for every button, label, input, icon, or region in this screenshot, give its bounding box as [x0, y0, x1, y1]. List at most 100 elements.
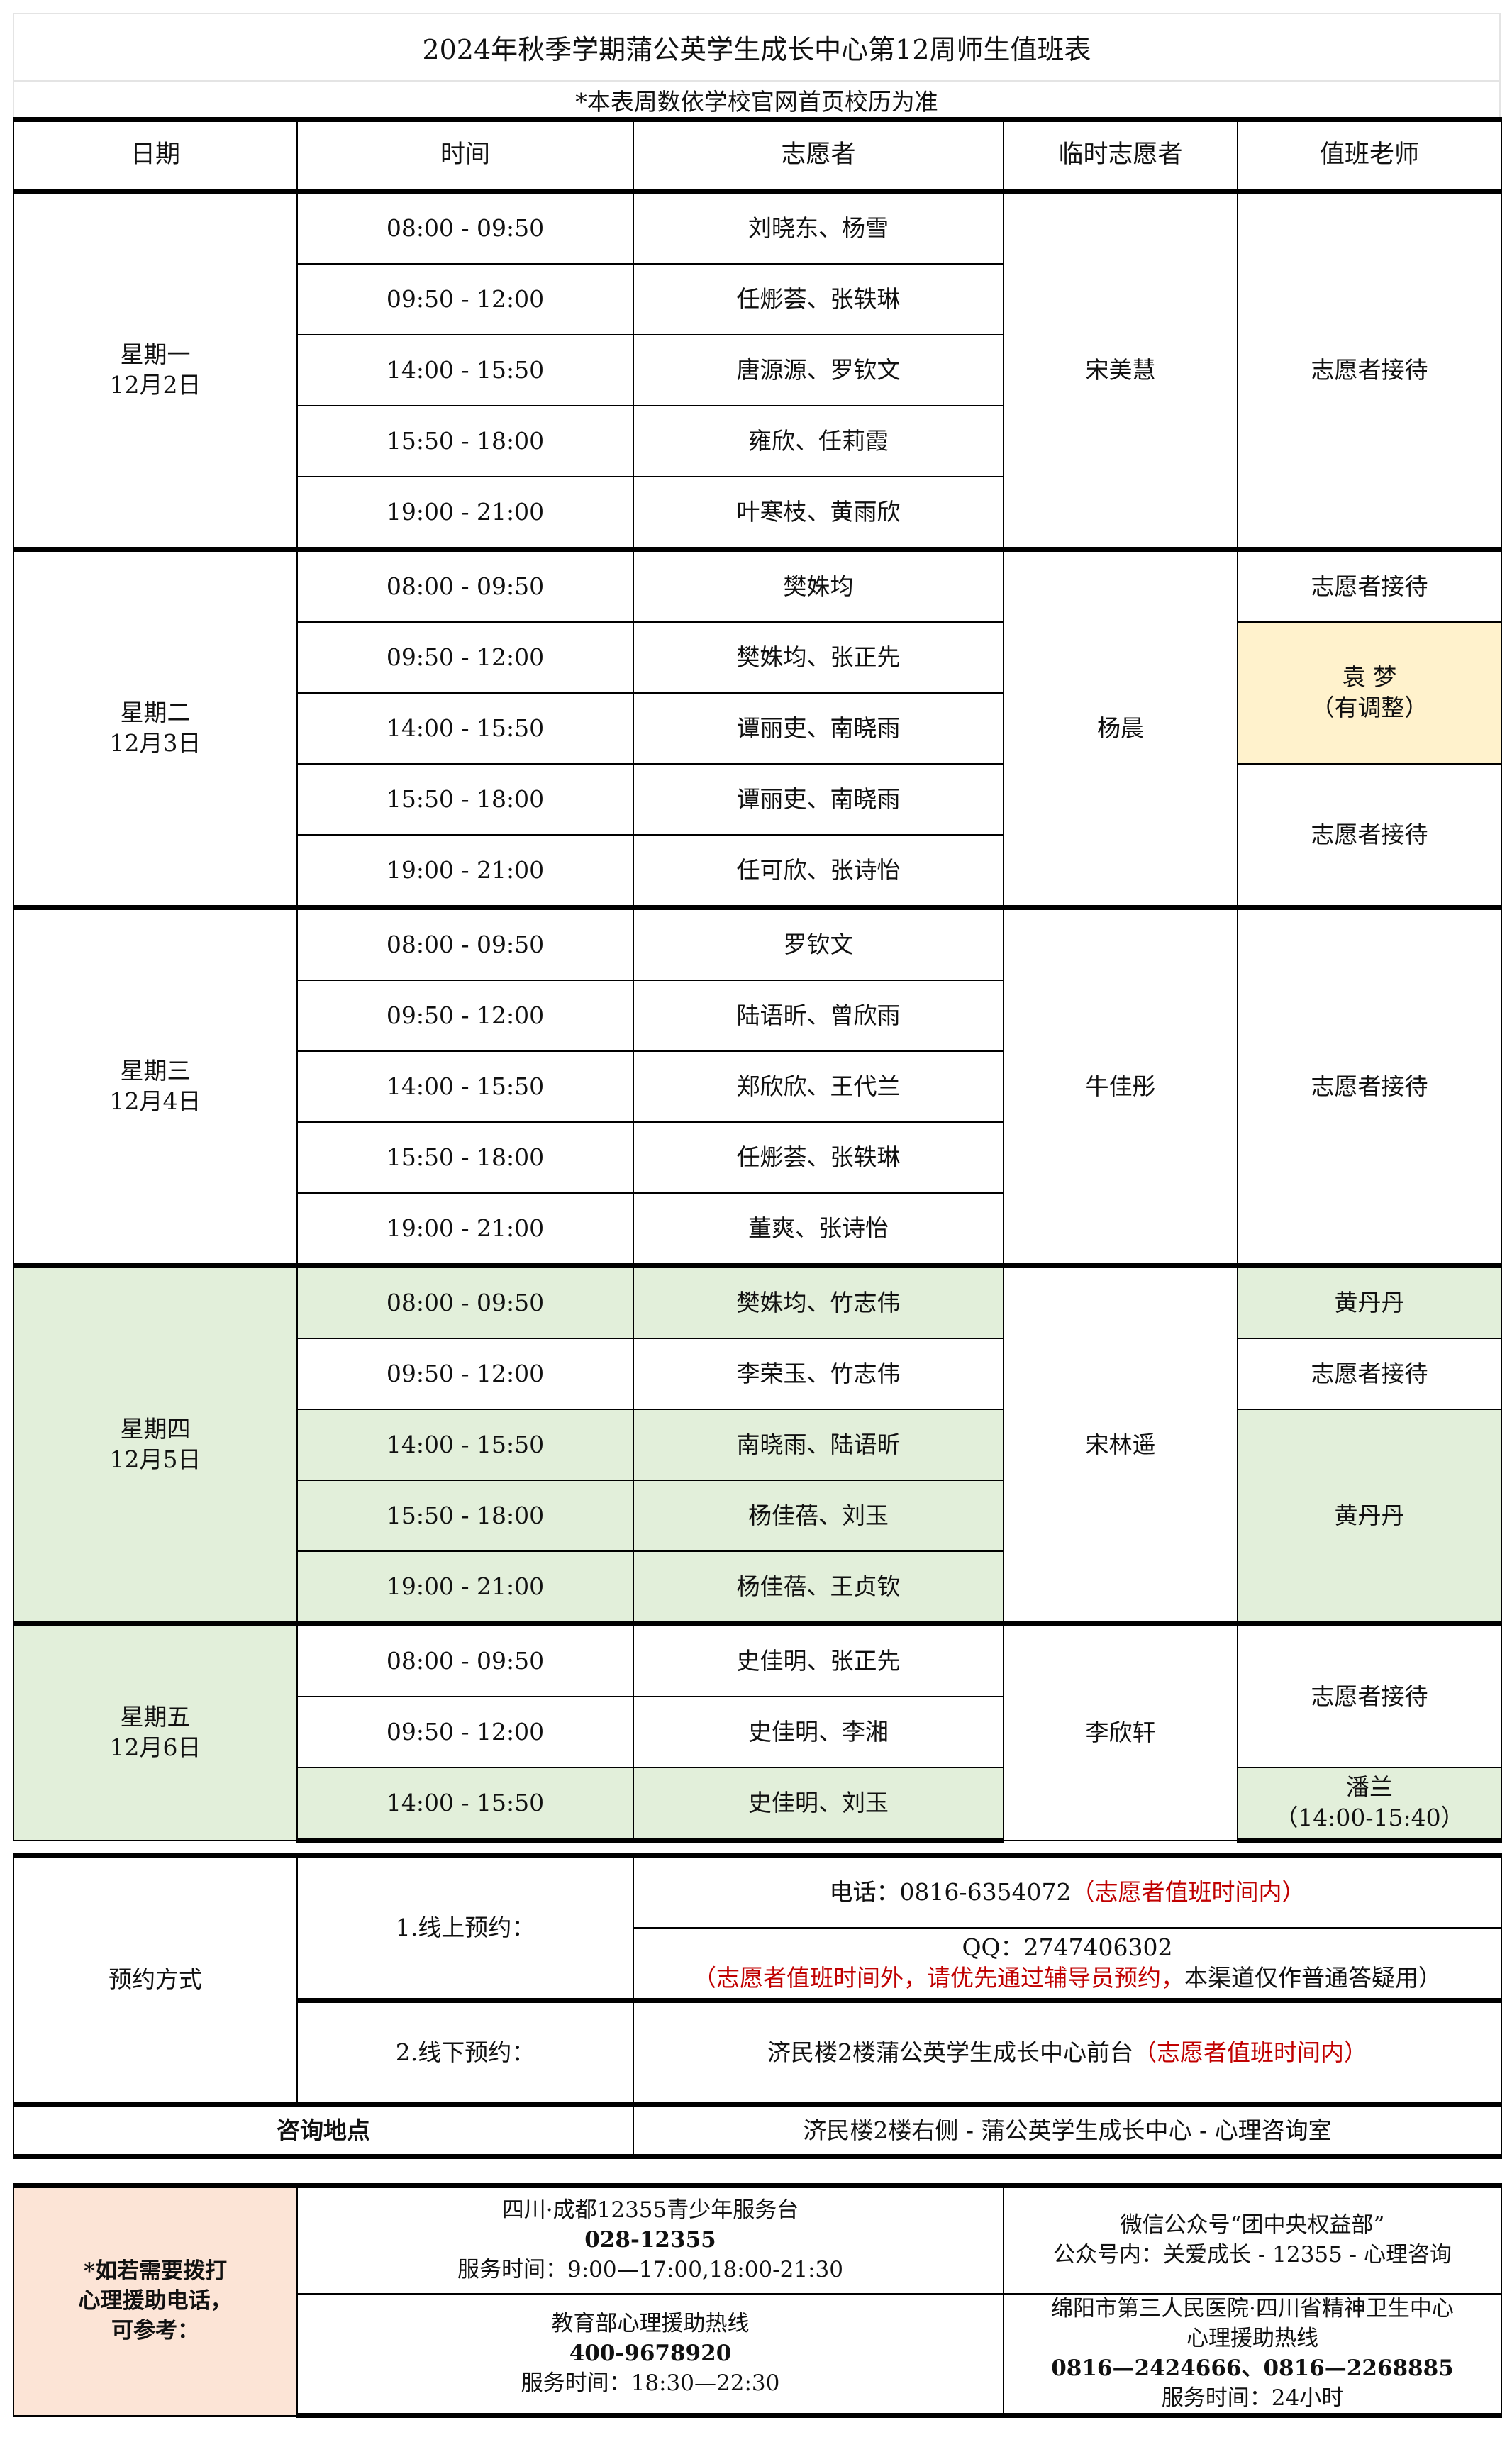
- teacher-name: 志愿者接待: [1311, 572, 1428, 600]
- hotline-line: 0816—2424666、0816—2268885: [1051, 2355, 1454, 2381]
- appointment-table: 预约方式 1.线上预约： 电话：0816-6354072（志愿者值班时间内） Q…: [13, 1853, 1502, 2159]
- qq-cell: QQ：2747406302 （志愿者值班时间外，请优先通过辅导员预约，本渠道仅作普…: [633, 1927, 1502, 2002]
- appointment-section: 预约方式 1.线上预约： 电话：0816-6354072（志愿者值班时间内） Q…: [13, 1853, 1502, 2159]
- offline-note: （志愿者值班时间内）: [1133, 2038, 1367, 2066]
- volunteers-cell: 樊姝均: [633, 547, 1004, 623]
- table-row: 15:50 - 18:00 雍欣、任莉霞: [13, 405, 1501, 477]
- weekday: 星期四: [120, 1415, 191, 1443]
- date-cell: 星期二 12月3日: [13, 547, 298, 909]
- teacher-cell: 志愿者接待: [1237, 1621, 1502, 1768]
- table-row: 14:00 - 15:50 史佳明、刘玉 潘兰 （14:00-15:40）: [13, 1767, 1502, 1843]
- teacher-note: （有调整）: [1311, 694, 1428, 721]
- teacher-name: 志愿者接待: [1311, 820, 1428, 848]
- weekday: 星期一: [120, 340, 191, 369]
- hotline-line: 绵阳市第三人民医院·四川省精神卫生中心: [1051, 2296, 1454, 2321]
- phone-note: （志愿者值班时间内）: [1071, 1877, 1306, 1906]
- offline-cell: 济民楼2楼蒲公英学生成长中心前台（志愿者值班时间内）: [633, 1998, 1502, 2106]
- volunteers-cell: 杨佳蓓、王贞钦: [633, 1550, 1004, 1625]
- temp-volunteer-cell: 宋美慧: [1003, 189, 1238, 550]
- volunteers-cell: 叶寒枝、黄雨欣: [633, 476, 1004, 550]
- qq-number: QQ：2747406302: [962, 1933, 1173, 1962]
- table-row: 19:00 - 21:00 杨佳蓓、王贞钦: [13, 1550, 1501, 1625]
- appointment-row: 2.线下预约： 济民楼2楼蒲公英学生成长中心前台（志愿者值班时间内）: [13, 1998, 1502, 2106]
- time-cell: 19:00 - 21:00: [296, 476, 634, 550]
- time-cell: 15:50 - 18:00: [296, 1480, 634, 1552]
- time-cell: 15:50 - 18:00: [296, 1121, 634, 1194]
- phone-number: 电话：0816-6354072: [829, 1877, 1072, 1906]
- date-cell: 星期三 12月4日: [13, 905, 298, 1267]
- teacher-name: 黄丹丹: [1334, 1501, 1405, 1529]
- table-row: 星期一 12月2日 08:00 - 09:50 刘晓东、杨雪 宋美慧 志愿者接待: [13, 189, 1502, 550]
- hotline-line: 028-12355: [584, 2227, 716, 2253]
- weekday: 星期三: [120, 1057, 191, 1085]
- hotline-item: 教育部心理援助热线 400-9678920 服务时间：18:30—22:30: [296, 2293, 1004, 2419]
- table-row: 14:00 - 15:50 谭丽吏、南晓雨: [13, 692, 1501, 765]
- temp-volunteer-cell: 李欣轩: [1003, 1621, 1238, 1841]
- hotline-table: *如若需要拨打 心理援助电话， 可参考： 四川·成都12355青少年服务台 028…: [13, 2182, 1502, 2419]
- volunteers-cell: 史佳明、张正先: [633, 1621, 1004, 1697]
- teacher-cell: 袁 梦（有调整）: [1237, 621, 1502, 765]
- date-cell: 星期四 12月5日: [13, 1263, 298, 1625]
- appointment-label: 预约方式: [13, 1853, 298, 2106]
- table-row: 星期五 12月6日 08:00 - 09:50 史佳明、张正先 李欣轩 志愿者接待: [13, 1621, 1502, 1841]
- hotline-line: 心理援助热线: [1186, 2325, 1318, 2351]
- day-group: 星期四 12月5日 08:00 - 09:50 樊姝均、竹志伟 宋林遥 黄丹丹 09:50 …: [13, 1263, 1502, 1625]
- day-group: 星期二 12月3日 08:00 - 09:50 樊姝均 杨晨 志愿者接待 09:50 - 1…: [13, 547, 1502, 909]
- page-subtitle: *本表周数依学校官网首页校历为准: [13, 82, 1501, 117]
- header-date: 日期: [13, 117, 298, 194]
- time-cell: 08:00 - 09:50: [296, 189, 634, 265]
- header-volunteers: 志愿者: [633, 117, 1004, 194]
- table-row: 14:00 - 15:50 南晓雨、陆语昕 黄丹丹: [13, 1409, 1502, 1625]
- day-group: 星期一 12月2日 08:00 - 09:50 刘晓东、杨雪 宋美慧 志愿者接待 09:50…: [13, 189, 1502, 550]
- teacher-name: 志愿者接待: [1311, 355, 1428, 384]
- date-cell: 星期一 12月2日: [13, 189, 298, 550]
- header-time: 时间: [296, 117, 634, 194]
- hotline-line: 服务时间：9:00—17:00,18:00-21:30: [457, 2256, 843, 2282]
- time-cell: 08:00 - 09:50: [296, 1621, 634, 1697]
- time-cell: 14:00 - 15:50: [296, 1050, 634, 1123]
- teacher-name: 志愿者接待: [1311, 1359, 1428, 1387]
- teacher-cell: 黄丹丹: [1237, 1409, 1502, 1625]
- hotline-line: 四川·成都12355青少年服务台: [501, 2197, 799, 2224]
- offline-place: 济民楼2楼蒲公英学生成长中心前台: [767, 2038, 1133, 2066]
- duty-schedule: 日期 时间 志愿者 临时志愿者 值班老师 星期一 12月2日 08:00 - 09:…: [13, 117, 1502, 1843]
- volunteers-cell: 任可欣、张诗怡: [633, 834, 1004, 909]
- offline-label: 2.线下预约：: [296, 1998, 634, 2106]
- date: 12月2日: [109, 371, 201, 399]
- volunteers-cell: 谭丽吏、南晓雨: [633, 692, 1004, 765]
- temp-volunteer-cell: 杨晨: [1003, 547, 1238, 909]
- volunteers-cell: 唐源源、罗钦文: [633, 334, 1004, 406]
- volunteers-cell: 樊姝均、竹志伟: [633, 1263, 1004, 1339]
- table-row: 19:00 - 21:00 叶寒枝、黄雨欣: [13, 476, 1501, 550]
- time-cell: 09:50 - 12:00: [296, 1338, 634, 1410]
- header-temp-volunteer: 临时志愿者: [1003, 117, 1238, 194]
- table-row: 09:50 - 12:00 樊姝均、张正先袁 梦（有调整）: [13, 621, 1502, 765]
- hotline-item: 绵阳市第三人民医院·四川省精神卫生中心 心理援助热线 0816—2424666、08…: [1003, 2293, 1502, 2419]
- table-row: 09:50 - 12:00 李荣玉、竹志伟 志愿者接待: [13, 1338, 1502, 1410]
- time-cell: 08:00 - 09:50: [296, 547, 634, 623]
- date-cell: 星期五 12月6日: [13, 1621, 298, 1841]
- volunteers-cell: 陆语昕、曾欣雨: [633, 980, 1004, 1052]
- hotline-item: 微信公众号“团中央权益部” 公众号内：关爱成长 - 12355 - 心理咨询: [1003, 2183, 1502, 2295]
- volunteers-cell: 刘晓东、杨雪: [633, 189, 1004, 265]
- teacher-name: 志愿者接待: [1311, 1072, 1428, 1100]
- hotline-item: 四川·成都12355青少年服务台 028-12355 服务时间：9:00—17:00…: [296, 2183, 1004, 2295]
- location-label: 咨询地点: [13, 2102, 634, 2159]
- day-group: 星期三 12月4日 08:00 - 09:50 罗钦文 牛佳彤 志愿者接待 09:50 - …: [13, 905, 1502, 1267]
- hotline-section: *如若需要拨打 心理援助电话， 可参考： 四川·成都12355青少年服务台 028…: [13, 2182, 1502, 2419]
- table-row: 星期三 12月4日 08:00 - 09:50 罗钦文 牛佳彤 志愿者接待: [13, 905, 1502, 1267]
- table-row: 14:00 - 15:50 郑欣欣、王代兰: [13, 1050, 1501, 1123]
- table-row: 星期二 12月3日 08:00 - 09:50 樊姝均 杨晨 志愿者接待: [13, 547, 1502, 909]
- time-cell: 19:00 - 21:00: [296, 1192, 634, 1267]
- volunteers-cell: 杨佳蓓、刘玉: [633, 1480, 1004, 1552]
- volunteers-cell: 任烿荟、张轶琳: [633, 1121, 1004, 1194]
- date: 12月3日: [109, 729, 201, 757]
- hotline-line: 教育部心理援助热线: [551, 2310, 750, 2336]
- date: 12月6日: [109, 1733, 201, 1762]
- weekday: 星期二: [120, 699, 191, 727]
- time-cell: 08:00 - 09:50: [296, 905, 634, 981]
- teacher-cell: 志愿者接待: [1237, 1338, 1502, 1410]
- table-row: 19:00 - 21:00 任可欣、张诗怡: [13, 834, 1501, 909]
- volunteers-cell: 谭丽吏、南晓雨: [633, 763, 1004, 836]
- duty-table: 日期 时间 志愿者 临时志愿者 值班老师 星期一 12月2日 08:00 - 09:…: [13, 117, 1502, 1843]
